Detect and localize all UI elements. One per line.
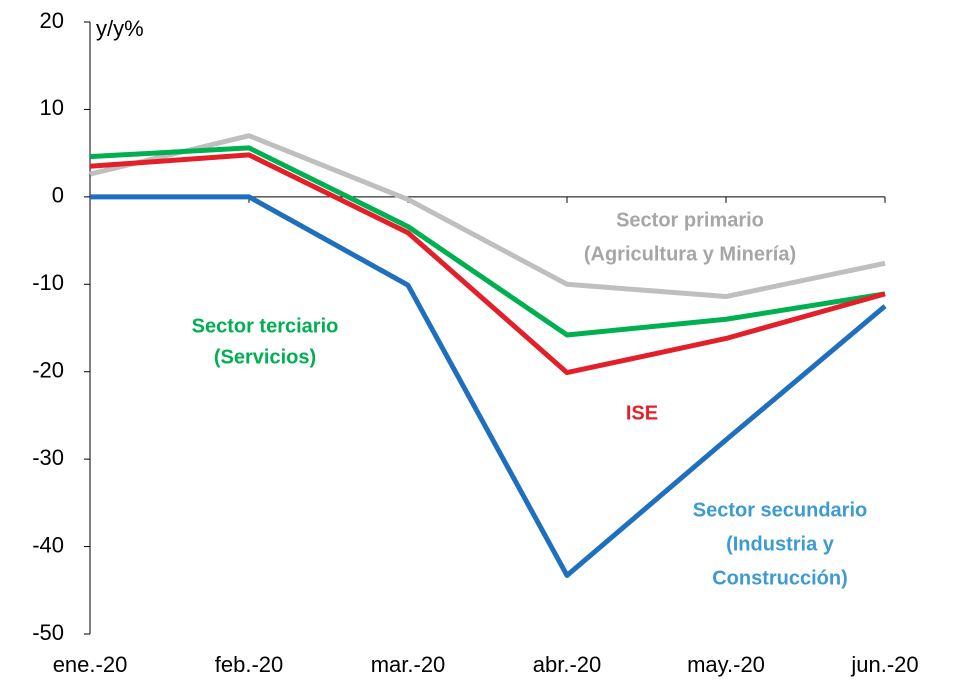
y-tick-label: 0 bbox=[52, 183, 64, 208]
x-tick-label: abr.-20 bbox=[533, 652, 602, 677]
x-tick-label: jun.-20 bbox=[850, 652, 918, 677]
y-tick-label: -40 bbox=[32, 532, 64, 557]
y-tick-label: 20 bbox=[40, 8, 64, 33]
annotation: (Industria y bbox=[726, 533, 835, 555]
series-line bbox=[90, 194, 887, 578]
series-line bbox=[89, 145, 886, 338]
annotation: Sector secundario bbox=[693, 499, 868, 521]
y-axis-label: y/y% bbox=[96, 16, 144, 41]
x-tick-label: ene.-20 bbox=[53, 652, 128, 677]
series-line bbox=[89, 133, 886, 300]
y-tick-label: -10 bbox=[32, 270, 64, 295]
y-tick-label: -20 bbox=[32, 358, 64, 383]
x-tick-label: may.-20 bbox=[687, 652, 765, 677]
y-tick-label: -30 bbox=[32, 445, 64, 470]
annotation: ISE bbox=[626, 402, 658, 424]
series-line bbox=[89, 152, 886, 376]
x-tick-label: feb.-20 bbox=[215, 652, 284, 677]
annotation: Sector primario bbox=[616, 209, 764, 231]
annotation: (Agricultura y Minería) bbox=[584, 243, 796, 265]
y-tick-label: 10 bbox=[40, 95, 64, 120]
annotation: (Servicios) bbox=[214, 346, 316, 368]
annotation: Construcción) bbox=[712, 567, 848, 589]
x-tick-label: mar.-20 bbox=[371, 652, 446, 677]
annotation: Sector terciario bbox=[192, 315, 339, 337]
y-tick-label: -50 bbox=[32, 620, 64, 645]
